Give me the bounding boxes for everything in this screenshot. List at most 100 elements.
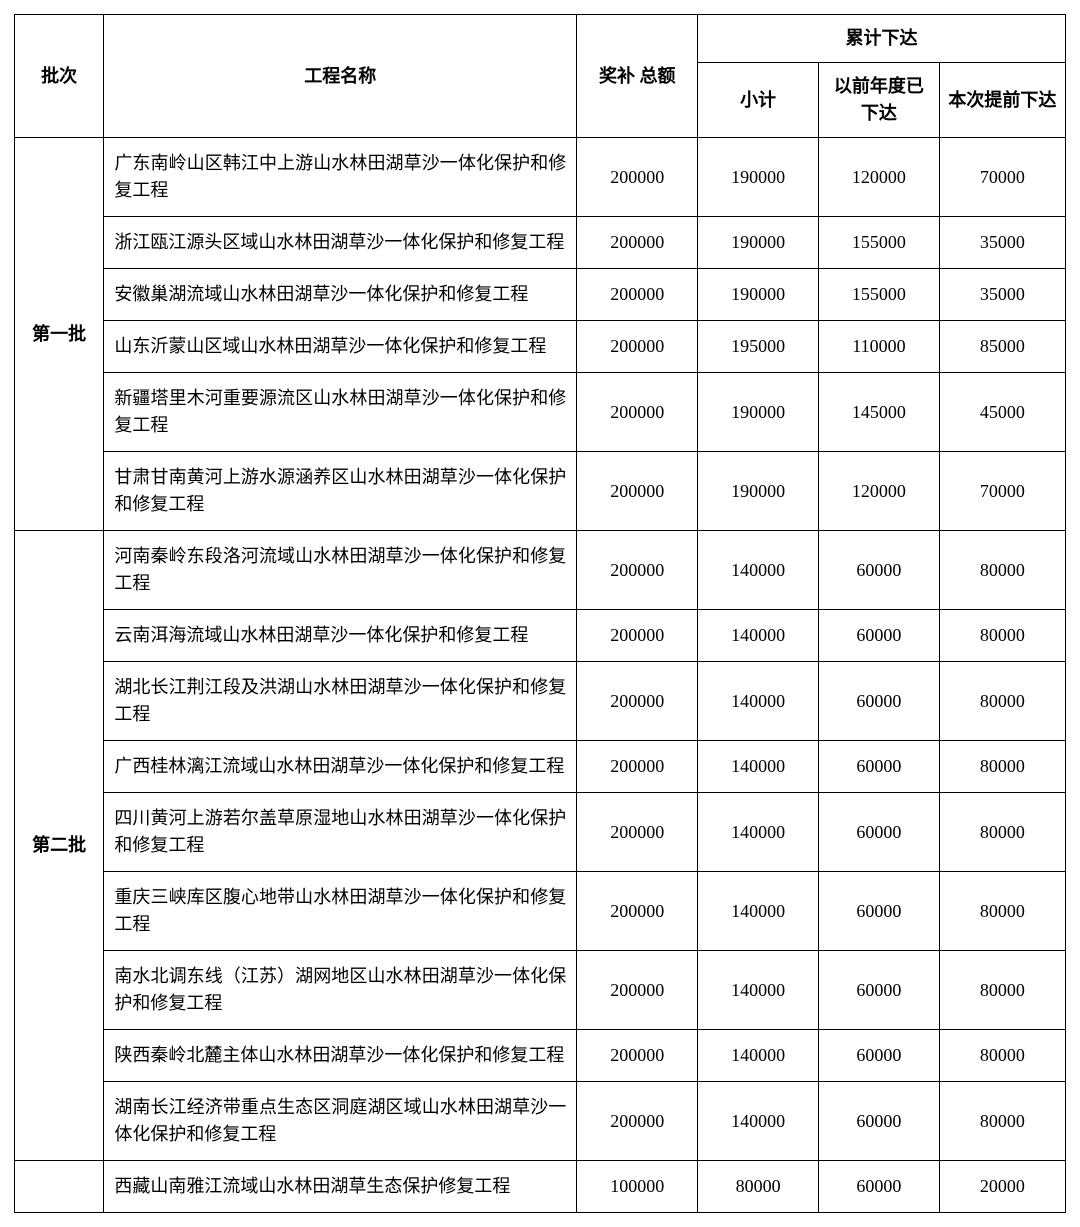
this-cell: 80000: [939, 662, 1065, 741]
subtotal-cell: 140000: [698, 741, 819, 793]
project-name-cell: 湖北长江荆江段及洪湖山水林田湖草沙一体化保护和修复工程: [104, 662, 577, 741]
table-body: 第一批广东南岭山区韩江中上游山水林田湖草沙一体化保护和修复工程200000190…: [15, 138, 1066, 1213]
project-name-cell: 陕西秦岭北麓主体山水林田湖草沙一体化保护和修复工程: [104, 1030, 577, 1082]
project-name-cell: 安徽巢湖流域山水林田湖草沙一体化保护和修复工程: [104, 269, 577, 321]
prev-cell: 155000: [819, 269, 940, 321]
table-row: 湖南长江经济带重点生态区洞庭湖区域山水林田湖草沙一体化保护和修复工程200000…: [15, 1082, 1066, 1161]
header-subtotal: 小计: [698, 63, 819, 138]
header-total: 奖补 总额: [577, 15, 698, 138]
table-row: 湖北长江荆江段及洪湖山水林田湖草沙一体化保护和修复工程2000001400006…: [15, 662, 1066, 741]
table-row: 山东沂蒙山区域山水林田湖草沙一体化保护和修复工程2000001950001100…: [15, 321, 1066, 373]
header-this: 本次提前下达: [939, 63, 1065, 138]
header-name: 工程名称: [104, 15, 577, 138]
this-cell: 80000: [939, 741, 1065, 793]
table-row: 第二批河南秦岭东段洛河流域山水林田湖草沙一体化保护和修复工程2000001400…: [15, 531, 1066, 610]
header-cumulative: 累计下达: [698, 15, 1066, 63]
prev-cell: 60000: [819, 610, 940, 662]
project-name-cell: 河南秦岭东段洛河流域山水林田湖草沙一体化保护和修复工程: [104, 531, 577, 610]
prev-cell: 145000: [819, 373, 940, 452]
total-cell: 200000: [577, 610, 698, 662]
project-name-cell: 南水北调东线（江苏）湖网地区山水林田湖草沙一体化保护和修复工程: [104, 951, 577, 1030]
subtotal-cell: 140000: [698, 531, 819, 610]
table-row: 安徽巢湖流域山水林田湖草沙一体化保护和修复工程20000019000015500…: [15, 269, 1066, 321]
total-cell: 200000: [577, 531, 698, 610]
project-name-cell: 浙江瓯江源头区域山水林田湖草沙一体化保护和修复工程: [104, 217, 577, 269]
prev-cell: 60000: [819, 531, 940, 610]
table-row: 第一批广东南岭山区韩江中上游山水林田湖草沙一体化保护和修复工程200000190…: [15, 138, 1066, 217]
subtotal-cell: 140000: [698, 793, 819, 872]
project-name-cell: 云南洱海流域山水林田湖草沙一体化保护和修复工程: [104, 610, 577, 662]
total-cell: 100000: [577, 1161, 698, 1213]
this-cell: 70000: [939, 452, 1065, 531]
this-cell: 80000: [939, 531, 1065, 610]
total-cell: 200000: [577, 321, 698, 373]
subtotal-cell: 190000: [698, 269, 819, 321]
prev-cell: 60000: [819, 1030, 940, 1082]
this-cell: 80000: [939, 610, 1065, 662]
prev-cell: 120000: [819, 138, 940, 217]
table-row: 云南洱海流域山水林田湖草沙一体化保护和修复工程20000014000060000…: [15, 610, 1066, 662]
total-cell: 200000: [577, 872, 698, 951]
total-cell: 200000: [577, 662, 698, 741]
this-cell: 85000: [939, 321, 1065, 373]
project-name-cell: 四川黄河上游若尔盖草原湿地山水林田湖草沙一体化保护和修复工程: [104, 793, 577, 872]
this-cell: 35000: [939, 217, 1065, 269]
project-name-cell: 西藏山南雅江流域山水林田湖草生态保护修复工程: [104, 1161, 577, 1213]
this-cell: 80000: [939, 951, 1065, 1030]
prev-cell: 60000: [819, 741, 940, 793]
header-prev: 以前年度已下达: [819, 63, 940, 138]
this-cell: 20000: [939, 1161, 1065, 1213]
project-name-cell: 甘肃甘南黄河上游水源涵养区山水林田湖草沙一体化保护和修复工程: [104, 452, 577, 531]
table-row: 浙江瓯江源头区域山水林田湖草沙一体化保护和修复工程200000190000155…: [15, 217, 1066, 269]
this-cell: 35000: [939, 269, 1065, 321]
project-name-cell: 重庆三峡库区腹心地带山水林田湖草沙一体化保护和修复工程: [104, 872, 577, 951]
prev-cell: 120000: [819, 452, 940, 531]
table-row: 甘肃甘南黄河上游水源涵养区山水林田湖草沙一体化保护和修复工程2000001900…: [15, 452, 1066, 531]
project-name-cell: 新疆塔里木河重要源流区山水林田湖草沙一体化保护和修复工程: [104, 373, 577, 452]
this-cell: 70000: [939, 138, 1065, 217]
project-name-cell: 广西桂林漓江流域山水林田湖草沙一体化保护和修复工程: [104, 741, 577, 793]
total-cell: 200000: [577, 217, 698, 269]
total-cell: 200000: [577, 1082, 698, 1161]
prev-cell: 60000: [819, 793, 940, 872]
batch-cell: 第二批: [15, 531, 104, 1161]
table-row: 西藏山南雅江流域山水林田湖草生态保护修复工程100000800006000020…: [15, 1161, 1066, 1213]
subtotal-cell: 190000: [698, 373, 819, 452]
subtotal-cell: 140000: [698, 872, 819, 951]
total-cell: 200000: [577, 741, 698, 793]
subtotal-cell: 140000: [698, 1082, 819, 1161]
total-cell: 200000: [577, 269, 698, 321]
header-batch: 批次: [15, 15, 104, 138]
subtotal-cell: 190000: [698, 217, 819, 269]
prev-cell: 60000: [819, 872, 940, 951]
table-row: 重庆三峡库区腹心地带山水林田湖草沙一体化保护和修复工程2000001400006…: [15, 872, 1066, 951]
prev-cell: 155000: [819, 217, 940, 269]
batch-cell: 第一批: [15, 138, 104, 531]
subtotal-cell: 140000: [698, 610, 819, 662]
table-header: 批次 工程名称 奖补 总额 累计下达 小计 以前年度已下达 本次提前下达: [15, 15, 1066, 138]
total-cell: 200000: [577, 1030, 698, 1082]
table-row: 陕西秦岭北麓主体山水林田湖草沙一体化保护和修复工程200000140000600…: [15, 1030, 1066, 1082]
project-name-cell: 山东沂蒙山区域山水林田湖草沙一体化保护和修复工程: [104, 321, 577, 373]
subtotal-cell: 140000: [698, 1030, 819, 1082]
subtotal-cell: 140000: [698, 951, 819, 1030]
prev-cell: 110000: [819, 321, 940, 373]
this-cell: 80000: [939, 1082, 1065, 1161]
table-row: 新疆塔里木河重要源流区山水林田湖草沙一体化保护和修复工程200000190000…: [15, 373, 1066, 452]
subtotal-cell: 195000: [698, 321, 819, 373]
table-row: 广西桂林漓江流域山水林田湖草沙一体化保护和修复工程200000140000600…: [15, 741, 1066, 793]
total-cell: 200000: [577, 138, 698, 217]
total-cell: 200000: [577, 373, 698, 452]
prev-cell: 60000: [819, 662, 940, 741]
this-cell: 80000: [939, 1030, 1065, 1082]
total-cell: 200000: [577, 951, 698, 1030]
prev-cell: 60000: [819, 1082, 940, 1161]
project-name-cell: 湖南长江经济带重点生态区洞庭湖区域山水林田湖草沙一体化保护和修复工程: [104, 1082, 577, 1161]
subtotal-cell: 80000: [698, 1161, 819, 1213]
subtotal-cell: 190000: [698, 138, 819, 217]
batch-cell: [15, 1161, 104, 1213]
prev-cell: 60000: [819, 1161, 940, 1213]
this-cell: 80000: [939, 793, 1065, 872]
total-cell: 200000: [577, 452, 698, 531]
this-cell: 45000: [939, 373, 1065, 452]
